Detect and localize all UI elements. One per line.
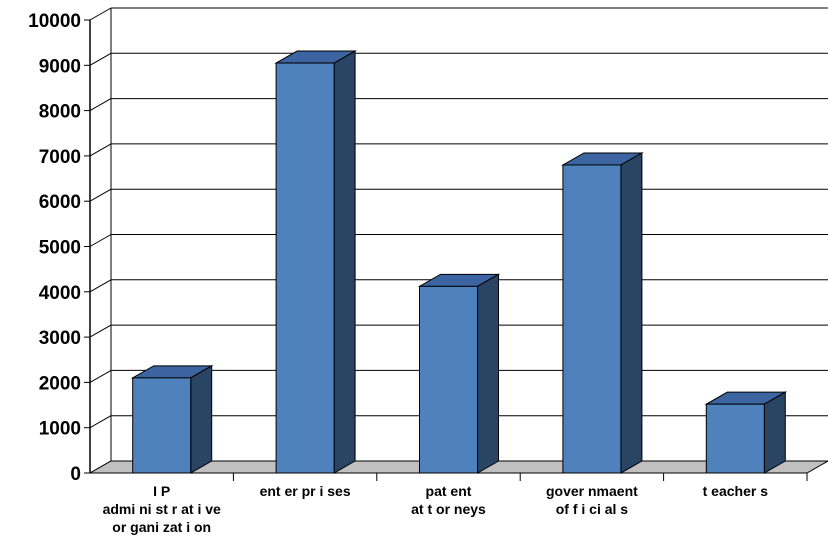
x-category-label-line: pat ent: [426, 483, 472, 499]
bars: [130, 50, 788, 474]
bar-front-face: [275, 62, 335, 474]
side-gridline: [89, 415, 112, 429]
x-category-labels: I P admi ni st r at i ve or gani zat i on e…: [103, 483, 769, 535]
y-tick-label: 4000: [39, 283, 81, 304]
bar: [704, 391, 788, 474]
y-tick-label: 9000: [39, 56, 81, 77]
bar-side-face: [477, 273, 499, 474]
bar: [561, 152, 644, 474]
bar-side-face: [763, 391, 786, 474]
x-category-label: gover nmaent of f i ci al s: [546, 483, 638, 517]
y-tick-label: 0: [70, 464, 81, 485]
bar: [417, 273, 501, 474]
x-category-label: pat ent at t or neys: [411, 483, 486, 517]
bar-front-face: [562, 164, 622, 474]
y-tick-labels: 0 1000 2000 3000 4000 5000 6000 7000 8000 9000 100…: [28, 11, 81, 485]
bar: [274, 50, 357, 474]
y-tick-label: 6000: [39, 192, 81, 213]
side-gridline: [89, 279, 112, 293]
x-category-label-line: t eacher s: [703, 483, 769, 499]
bar: [130, 365, 214, 474]
y-tick-label: 3000: [39, 328, 81, 349]
x-category-label-line: ent er pr i ses: [260, 483, 351, 499]
side-gridline: [89, 324, 112, 338]
x-category-label: I P admi ni st r at i ve or gani zat i on: [103, 483, 221, 535]
side-gridline: [89, 143, 112, 157]
y-tick-label: 2000: [39, 373, 81, 394]
x-category-label-line: gover nmaent: [546, 483, 638, 499]
side-gridline: [89, 7, 112, 21]
side-gridline: [89, 52, 112, 66]
x-category-label-line: admi ni st r at i ve: [103, 501, 221, 517]
x-category-label-line: I P: [153, 483, 170, 499]
side-gridline: [89, 98, 112, 112]
side-gridline: [89, 369, 112, 383]
bar-side-face: [620, 152, 643, 474]
y-tick-label: 10000: [28, 11, 81, 32]
axes: [84, 8, 112, 474]
x-category-label: t eacher s: [703, 483, 769, 499]
y-tick-label: 7000: [39, 147, 81, 168]
y-tick-label: 5000: [39, 238, 81, 259]
bar-side-face: [333, 50, 356, 474]
bar-side-face: [190, 365, 213, 474]
x-category-label-line: at t or neys: [411, 501, 486, 517]
x-category-label-line: or gani zat i on: [112, 519, 211, 535]
x-category-label: ent er pr i ses: [260, 483, 351, 499]
y-tick-label: 1000: [39, 419, 81, 440]
side-gridline: [89, 188, 112, 202]
bar-front-face: [419, 285, 478, 474]
side-gridline: [89, 234, 112, 247]
bar-front-face: [705, 403, 765, 474]
y-tick-label: 8000: [39, 102, 81, 123]
x-category-label-line: of f i ci al s: [556, 501, 629, 517]
bar-front-face: [132, 377, 192, 474]
